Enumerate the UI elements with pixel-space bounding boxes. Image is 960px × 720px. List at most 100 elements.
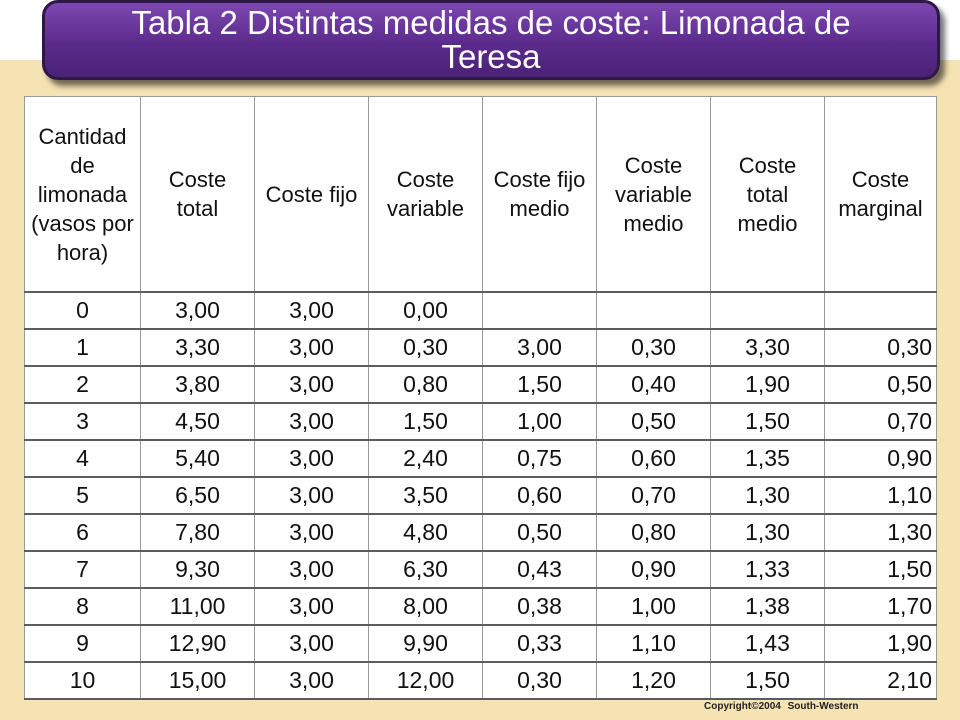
table-cell: 3,00 [254, 366, 369, 404]
table-cell: 3,00 [254, 291, 369, 330]
table-cell: 1,90 [824, 625, 937, 663]
table-cell: 0,00 [368, 291, 483, 330]
table-cell: 7 [24, 551, 141, 589]
table-cell: 1,00 [596, 588, 711, 626]
table-cell: 1,90 [710, 366, 825, 404]
table-cell: 1,10 [596, 625, 711, 663]
table-row: 9 12,90 3,00 9,90 0,33 1,10 1,43 1,90 [24, 625, 937, 663]
table-row: 4 5,40 3,00 2,40 0,75 0,60 1,35 0,90 [24, 440, 937, 478]
column-header: Coste fijo medio [482, 96, 597, 293]
table-cell: 9,30 [140, 551, 255, 589]
table-cell: 5 [24, 477, 141, 515]
table-cell: 3,00 [482, 329, 597, 367]
table-cell: 1,10 [824, 477, 937, 515]
table-cell: 2,10 [824, 662, 937, 700]
table-cell: 0,30 [368, 329, 483, 367]
table-cell: 3,30 [140, 329, 255, 367]
table-cell: 4,80 [368, 514, 483, 552]
table-cell: 3,00 [254, 662, 369, 700]
table-cell: 9,90 [368, 625, 483, 663]
table-cell: 1,33 [710, 551, 825, 589]
table-cell: 0,30 [824, 329, 937, 367]
table-cell: 0,80 [596, 514, 711, 552]
table-cell: 3 [24, 403, 141, 441]
table-cell: 1,20 [596, 662, 711, 700]
table-cell: 0,40 [596, 366, 711, 404]
table-cell: 0,38 [482, 588, 597, 626]
table-cell: 1,50 [824, 551, 937, 589]
table-cell: 3,00 [254, 625, 369, 663]
table-cell: 0,30 [482, 662, 597, 700]
table-cell: 1,50 [710, 403, 825, 441]
table-cell: 1,43 [710, 625, 825, 663]
column-header: Coste total medio [710, 96, 825, 293]
table-cell: 1 [24, 329, 141, 367]
table-cell: 2,40 [368, 440, 483, 478]
table-cell: 3,00 [254, 329, 369, 367]
table-cell: 0,75 [482, 440, 597, 478]
table-cell: 3,80 [140, 366, 255, 404]
table-cell: 8 [24, 588, 141, 626]
table-cell: 0,90 [596, 551, 711, 589]
table-cell: 4,50 [140, 403, 255, 441]
table-cell: 3,00 [254, 440, 369, 478]
table-cell: 1,38 [710, 588, 825, 626]
table-cell: 0,70 [596, 477, 711, 515]
table-cell: 5,40 [140, 440, 255, 478]
table-cell: 11,00 [140, 588, 255, 626]
table-cell: 4 [24, 440, 141, 478]
table-cell: 0,50 [482, 514, 597, 552]
table-cell: 8,00 [368, 588, 483, 626]
table-cell: 6 [24, 514, 141, 552]
table-cell: 6,50 [140, 477, 255, 515]
table-row: 10 15,00 3,00 12,00 0,30 1,20 1,50 2,10 [24, 662, 937, 700]
table-cell: 3,00 [254, 477, 369, 515]
table-cell: 10 [24, 662, 141, 700]
table-cell: 0 [24, 291, 141, 330]
copyright-notice: Copyright©2004 South-Western [704, 701, 859, 712]
page-title: Tabla 2 Distintas medidas de coste: Limo… [131, 4, 851, 75]
table-cell [824, 291, 937, 330]
table-cell: 3,00 [254, 588, 369, 626]
table-cell: 3,00 [254, 514, 369, 552]
table-cell [596, 291, 711, 330]
table-cell: 2 [24, 366, 141, 404]
table-row: 8 11,00 3,00 8,00 0,38 1,00 1,38 1,70 [24, 588, 937, 626]
table-cell: 3,00 [140, 291, 255, 330]
table-cell: 0,33 [482, 625, 597, 663]
table-row: 3 4,50 3,00 1,50 1,00 0,50 1,50 0,70 [24, 403, 937, 441]
table-row: 6 7,80 3,00 4,80 0,50 0,80 1,30 1,30 [24, 514, 937, 552]
table-cell: 1,50 [710, 662, 825, 700]
table-row: 7 9,30 3,00 6,30 0,43 0,90 1,33 1,50 [24, 551, 937, 589]
table-cell: 0,90 [824, 440, 937, 478]
table-cell: 1,30 [824, 514, 937, 552]
table-cell: 0,60 [596, 440, 711, 478]
table-cell: 0,80 [368, 366, 483, 404]
table-body: 0 3,00 3,00 0,00 1 3,30 3,00 0,30 3,00 0,30 3,30 0,… [24, 291, 937, 700]
table-cell [710, 291, 825, 330]
table-cell: 12,90 [140, 625, 255, 663]
table-cell: 0,50 [596, 403, 711, 441]
column-header: Coste marginal [824, 96, 937, 293]
table-cell: 6,30 [368, 551, 483, 589]
table-cell: 12,00 [368, 662, 483, 700]
column-header: Coste fijo [254, 96, 369, 293]
table-cell: 3,00 [254, 403, 369, 441]
table-cell: 3,30 [710, 329, 825, 367]
table-cell: 1,50 [482, 366, 597, 404]
title-banner: Tabla 2 Distintas medidas de coste: Limo… [42, 0, 940, 80]
table-cell: 1,35 [710, 440, 825, 478]
table-cell: 0,60 [482, 477, 597, 515]
cost-table-container: Cantidad de limonada (vasos por hora) Cos… [24, 96, 937, 700]
table-cell: 1,70 [824, 588, 937, 626]
table-cell: 3,50 [368, 477, 483, 515]
table-row: 5 6,50 3,00 3,50 0,60 0,70 1,30 1,10 [24, 477, 937, 515]
table-cell: 1,30 [710, 514, 825, 552]
table-cell: 1,30 [710, 477, 825, 515]
table-header-row: Cantidad de limonada (vasos por hora) Cos… [24, 96, 937, 293]
table-cell: 0,50 [824, 366, 937, 404]
table-cell: 7,80 [140, 514, 255, 552]
cost-table: Cantidad de limonada (vasos por hora) Cos… [24, 96, 937, 700]
column-header: Coste total [140, 96, 255, 293]
table-cell: 0,30 [596, 329, 711, 367]
